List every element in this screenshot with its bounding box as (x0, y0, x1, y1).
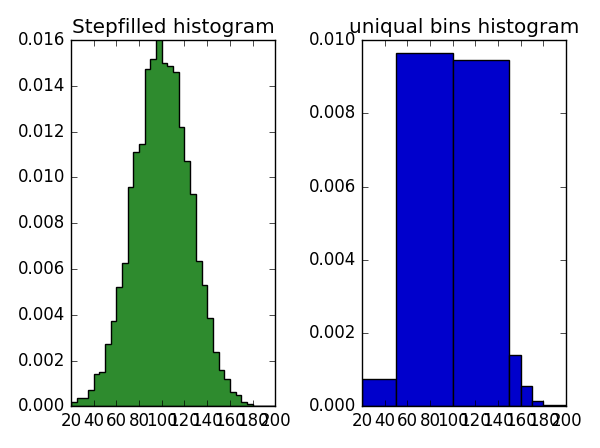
Bar (396, 52, 453, 406)
Bar (453, 60, 509, 406)
Bar (532, 401, 544, 406)
Title: uniqual bins histogram: uniqual bins histogram (349, 18, 579, 37)
Bar (362, 379, 396, 406)
Bar (509, 355, 521, 406)
Polygon shape (71, 26, 275, 406)
Bar (544, 405, 566, 406)
Bar (521, 386, 532, 406)
Title: Stepfilled histogram: Stepfilled histogram (72, 18, 275, 37)
